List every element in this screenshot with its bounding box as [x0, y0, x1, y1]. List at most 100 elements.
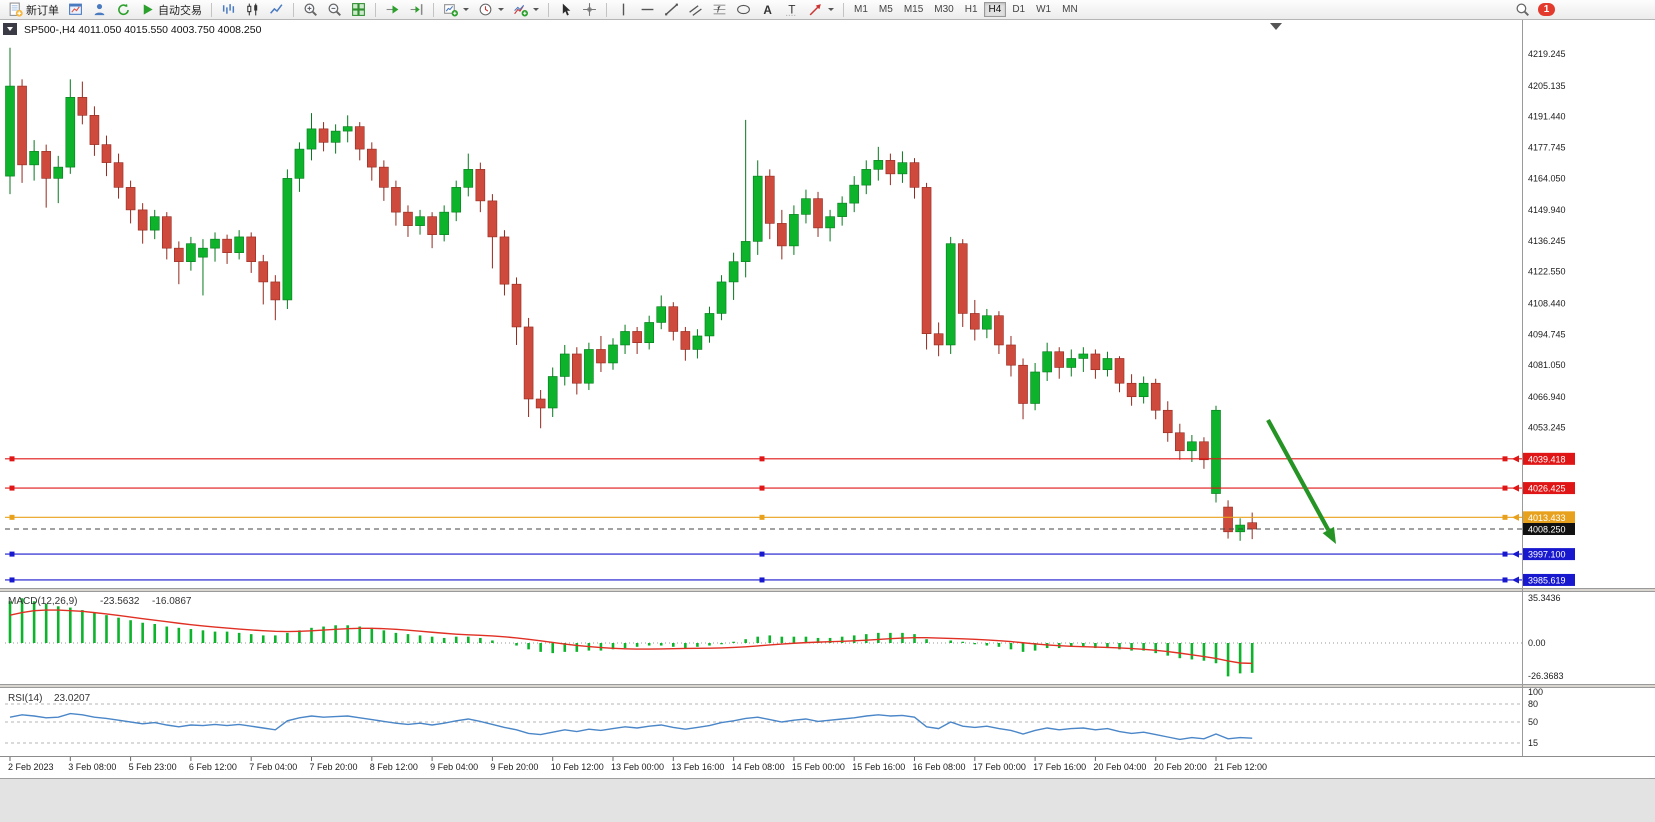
time-tick-label: 8 Feb 12:00 — [370, 762, 418, 772]
candle — [270, 281, 281, 301]
timeframe-button-h1[interactable]: H1 — [960, 2, 983, 17]
horizontal-line-button[interactable] — [636, 1, 659, 18]
notification-badge[interactable]: 1 — [1538, 3, 1555, 16]
auto-scroll-button[interactable] — [381, 1, 404, 18]
svg-text:f: f — [717, 5, 721, 16]
search-icon[interactable] — [1515, 2, 1530, 17]
cursor-button[interactable] — [554, 1, 577, 18]
tile-windows-button[interactable] — [347, 1, 370, 18]
label-button[interactable]: T — [780, 1, 803, 18]
rsi-scale-100: 100 — [1528, 687, 1543, 697]
new-chart-button[interactable] — [439, 1, 473, 18]
price-tick-label: 4164.050 — [1528, 173, 1566, 183]
chart-window-button[interactable] — [64, 1, 87, 18]
price-line-label-text: 3985.619 — [1528, 575, 1566, 585]
chart-title: SP500-,H4 4011.050 4015.550 4003.750 400… — [24, 24, 262, 36]
timeframe-button-m30[interactable]: M30 — [929, 2, 958, 17]
toolbar: 新订单 自动交易 — [0, 0, 1655, 20]
vertical-line-button[interactable] — [612, 1, 635, 18]
bar-chart-button[interactable] — [217, 1, 240, 18]
toolbar-separator — [293, 2, 294, 17]
indicators-button[interactable] — [509, 1, 543, 18]
fibonacci-button[interactable]: f — [708, 1, 731, 18]
candlestick-chart-icon — [247, 3, 258, 16]
candle — [692, 335, 703, 350]
line-handle[interactable] — [1502, 514, 1508, 520]
time-tick-label: 17 Feb 16:00 — [1033, 762, 1086, 772]
candle — [777, 223, 787, 247]
trend-arrow[interactable] — [1266, 418, 1331, 531]
candle — [969, 313, 980, 330]
chart-shift-button[interactable] — [405, 1, 428, 18]
auto-trading-button[interactable]: 自动交易 — [136, 1, 206, 18]
line-handle[interactable] — [9, 577, 15, 583]
candle — [1126, 382, 1137, 398]
panel-separator[interactable] — [0, 684, 1655, 688]
line-handle[interactable] — [9, 456, 15, 462]
chart-canvas[interactable]: 4219.245 4205.135 4191.440 4177.745 4164.050… — [0, 20, 1655, 778]
candle — [306, 128, 317, 150]
shapes-icon — [737, 4, 750, 15]
line-handle[interactable] — [759, 577, 765, 583]
panel-separator[interactable] — [0, 588, 1655, 592]
time-tick-label: 7 Feb 20:00 — [310, 762, 358, 772]
text-button[interactable]: A — [756, 1, 779, 18]
line-end-arrow-icon — [1512, 484, 1519, 492]
line-handle[interactable] — [9, 551, 15, 557]
candle — [330, 130, 341, 143]
candle — [957, 243, 968, 314]
candle — [559, 353, 570, 377]
trendline-button[interactable] — [660, 1, 683, 18]
profile-button[interactable] — [88, 1, 111, 18]
line-handle[interactable] — [1502, 456, 1508, 462]
chart-shift-marker[interactable] — [1270, 23, 1282, 30]
timeframe-button-d1[interactable]: D1 — [1007, 2, 1030, 17]
channel-button[interactable] — [684, 1, 707, 18]
line-handle[interactable] — [9, 514, 15, 520]
candle — [186, 243, 196, 262]
crosshair-button[interactable] — [578, 1, 601, 18]
timeframe-button-w1[interactable]: W1 — [1031, 2, 1056, 17]
candlestick-chart-button[interactable] — [241, 1, 264, 18]
trendline-icon — [665, 3, 678, 16]
candle — [1235, 524, 1245, 533]
trend-arrow-head[interactable] — [1322, 526, 1336, 544]
candle — [982, 315, 992, 330]
toolbar-separator — [843, 2, 844, 17]
zoom-in-button[interactable] — [299, 1, 322, 18]
bar-chart-icon — [222, 4, 235, 14]
refresh-button[interactable] — [112, 1, 135, 18]
line-handle[interactable] — [1502, 485, 1508, 491]
candle — [1211, 409, 1221, 494]
toolbar-separator — [211, 2, 212, 17]
candle — [198, 247, 208, 258]
one-click-trading-toggle[interactable] — [3, 23, 17, 35]
price-tick-label: 4066.940 — [1528, 392, 1566, 402]
candle — [921, 187, 932, 335]
timeframe-button-m1[interactable]: M1 — [849, 2, 873, 17]
shapes-button[interactable] — [732, 1, 755, 18]
time-tick-label: 14 Feb 08:00 — [732, 762, 785, 772]
line-chart-button[interactable] — [265, 1, 288, 18]
line-handle[interactable] — [1502, 551, 1508, 557]
candle — [1030, 371, 1040, 404]
line-handle[interactable] — [9, 485, 15, 491]
new-order-button[interactable]: 新订单 — [4, 1, 63, 18]
line-handle[interactable] — [759, 551, 765, 557]
line-handle[interactable] — [759, 456, 765, 462]
crosshair-icon — [583, 3, 596, 16]
candle — [547, 376, 558, 409]
timeframe-button-h4[interactable]: H4 — [983, 2, 1007, 17]
line-handle[interactable] — [1502, 577, 1508, 583]
line-handle[interactable] — [759, 485, 765, 491]
zoom-out-button[interactable] — [323, 1, 346, 18]
candle — [53, 166, 64, 179]
arrows-button[interactable] — [804, 1, 838, 18]
timeframe-button-m15[interactable]: M15 — [899, 2, 928, 17]
clock-icon — [479, 3, 492, 16]
chart-window: 4219.245 4205.135 4191.440 4177.745 4164.050… — [0, 20, 1655, 779]
timeframe-button-mn[interactable]: MN — [1057, 2, 1083, 17]
timeframe-button-m5[interactable]: M5 — [874, 2, 898, 17]
line-handle[interactable] — [759, 514, 765, 520]
period-button[interactable] — [474, 1, 508, 18]
